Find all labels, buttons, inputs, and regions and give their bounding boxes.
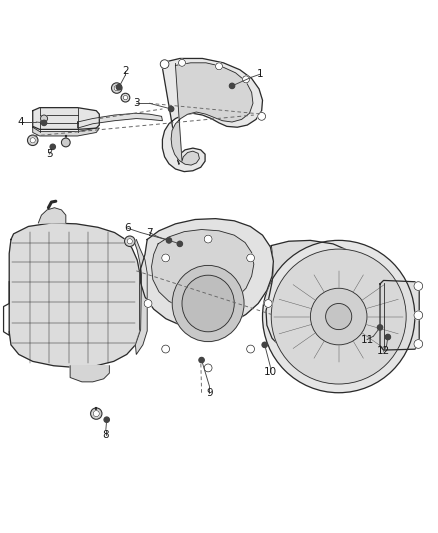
Circle shape — [123, 95, 127, 100]
Text: 6: 6 — [124, 223, 131, 233]
Circle shape — [271, 249, 406, 384]
Circle shape — [204, 235, 212, 243]
Circle shape — [162, 345, 170, 353]
Ellipse shape — [182, 275, 234, 332]
Circle shape — [247, 345, 254, 353]
Text: 8: 8 — [102, 430, 109, 440]
Circle shape — [42, 120, 47, 125]
Circle shape — [127, 239, 132, 244]
Polygon shape — [171, 63, 253, 165]
Polygon shape — [33, 108, 99, 130]
Text: 9: 9 — [206, 387, 213, 398]
Circle shape — [114, 85, 119, 91]
Circle shape — [144, 300, 152, 308]
Polygon shape — [70, 366, 110, 382]
Circle shape — [166, 238, 172, 243]
Circle shape — [91, 408, 102, 419]
Text: 5: 5 — [46, 149, 53, 159]
Circle shape — [311, 288, 367, 345]
Circle shape — [414, 340, 423, 349]
Polygon shape — [134, 239, 147, 354]
Circle shape — [177, 241, 183, 246]
Circle shape — [385, 334, 391, 340]
Circle shape — [215, 63, 223, 70]
Circle shape — [204, 364, 212, 372]
Text: 7: 7 — [146, 228, 153, 238]
Circle shape — [61, 138, 70, 147]
Ellipse shape — [172, 265, 244, 342]
Polygon shape — [78, 114, 162, 128]
Circle shape — [325, 303, 352, 329]
Circle shape — [162, 254, 170, 262]
Circle shape — [414, 282, 423, 290]
Circle shape — [262, 240, 415, 393]
Text: 1: 1 — [257, 69, 264, 79]
Circle shape — [124, 236, 135, 246]
Polygon shape — [9, 223, 140, 367]
Polygon shape — [141, 219, 273, 328]
Circle shape — [414, 311, 423, 320]
Circle shape — [121, 93, 130, 102]
Polygon shape — [33, 126, 99, 136]
Text: 11: 11 — [360, 335, 374, 345]
Circle shape — [160, 60, 169, 68]
Circle shape — [41, 115, 47, 122]
Polygon shape — [152, 230, 254, 311]
Circle shape — [262, 342, 267, 348]
Circle shape — [30, 138, 35, 143]
Circle shape — [28, 135, 38, 146]
Circle shape — [116, 85, 121, 90]
Circle shape — [264, 300, 272, 308]
Circle shape — [230, 83, 235, 88]
Text: 10: 10 — [264, 367, 277, 377]
Circle shape — [247, 254, 254, 262]
Circle shape — [199, 358, 204, 362]
Circle shape — [243, 76, 250, 83]
Circle shape — [179, 59, 185, 66]
Text: 2: 2 — [122, 66, 129, 76]
Polygon shape — [380, 280, 419, 350]
Circle shape — [112, 83, 122, 93]
Circle shape — [104, 417, 110, 422]
Circle shape — [258, 112, 265, 120]
Circle shape — [378, 325, 383, 330]
Polygon shape — [162, 59, 262, 172]
Circle shape — [50, 144, 55, 149]
Text: 3: 3 — [133, 98, 140, 108]
Polygon shape — [39, 208, 66, 223]
Text: 4: 4 — [18, 117, 24, 127]
Text: 12: 12 — [377, 346, 390, 357]
Circle shape — [93, 410, 99, 417]
Polygon shape — [266, 240, 377, 357]
Circle shape — [169, 107, 174, 111]
